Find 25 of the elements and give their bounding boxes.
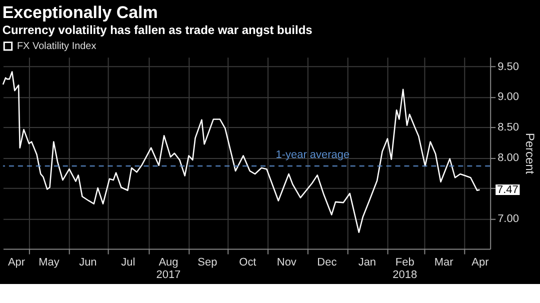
x-tick-label: Feb 2018 [392,256,418,282]
legend-label: FX Volatility Index [16,41,96,52]
chart-title: Exceptionally Calm [2,3,158,22]
y-axis-title: Percent [522,132,537,175]
y-tick-label: 9.00 [498,91,519,104]
x-tick-label: Aug 2017 [156,256,181,282]
x-tick-label: Dec [317,256,338,268]
x-tick-label: Sep [198,256,218,268]
y-tick-label: 8.00 [498,152,519,164]
x-tick-label: Oct [239,256,256,268]
x-tick-label: May [38,256,60,268]
y-tick-label: 7.00 [498,212,519,225]
x-tick-label: Apr [472,256,490,268]
line-series [2,71,480,234]
x-tick-label: Apr [8,256,26,268]
ref-line-label: 1-year average [276,149,350,162]
x-tick-label: Nov [276,256,297,268]
chart-subtitle: Currency volatility has fallen as trade war angst builds [2,23,313,38]
x-tick-label: Jan [358,256,376,268]
x-tick-label: Jun [79,256,97,268]
y-tick-label: 9.50 [498,60,519,73]
x-tick-label: Jul [121,256,136,268]
x-tick-label: Mar [434,256,454,268]
y-tick-label: 8.50 [498,122,519,134]
annotation: 7.47 [496,184,518,196]
